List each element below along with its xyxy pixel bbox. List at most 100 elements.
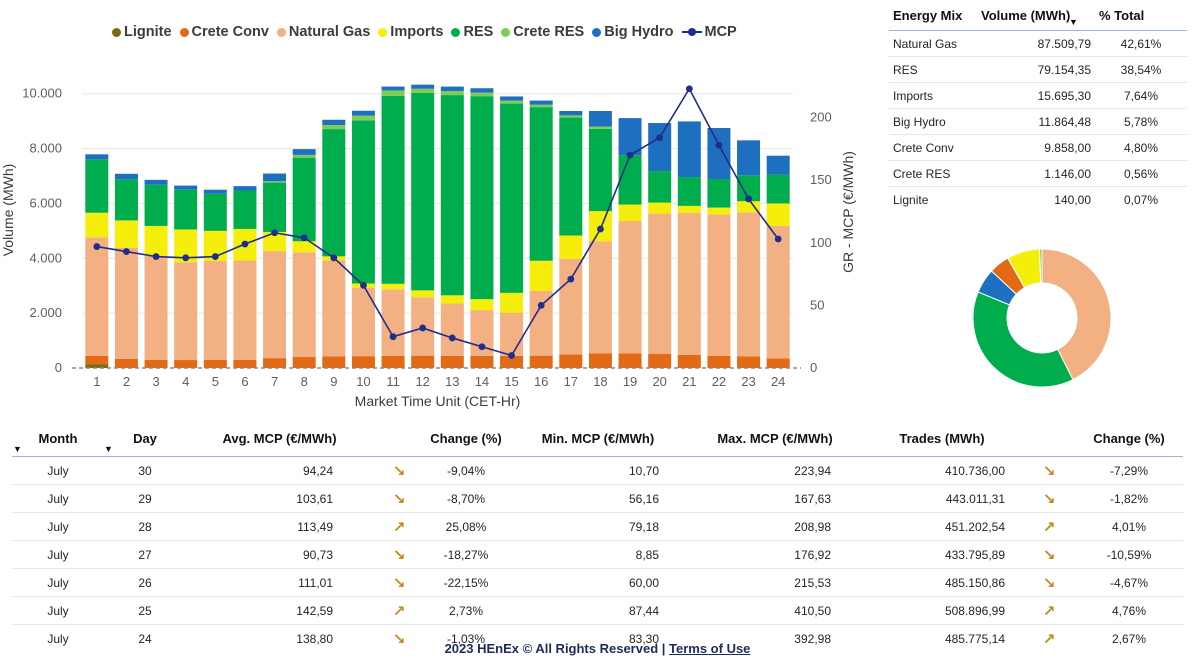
y2-tick-label: 0 — [810, 360, 817, 375]
bar-segment — [411, 355, 435, 368]
bar-segment — [85, 159, 109, 213]
daily-cell-month: July — [12, 568, 104, 597]
bar-segment — [737, 201, 761, 213]
header-day[interactable]: Day ▼ — [104, 431, 157, 454]
legend-label: MCP — [704, 24, 737, 40]
bar-segment — [203, 261, 227, 360]
daily-cell-change: -22,15% — [425, 568, 507, 597]
legend-item[interactable]: Natural Gas — [276, 24, 370, 40]
x-tick-label: 10 — [356, 374, 370, 389]
legend-dot-marker — [179, 27, 189, 37]
header-month[interactable]: Month ▼ — [13, 431, 78, 454]
bar-segment — [233, 186, 257, 191]
bar-segment — [322, 129, 346, 257]
terms-of-use-link[interactable]: Terms of Use — [669, 641, 751, 656]
header-pct-total[interactable]: % Total — [1099, 7, 1145, 23]
daily-cell-day: 28 — [104, 512, 186, 541]
mix-cell-pct: 38,54% — [1095, 56, 1187, 83]
legend-item[interactable]: Imports — [378, 24, 443, 40]
bar-segment — [322, 124, 346, 130]
header-avg-mcp[interactable]: Avg. MCP (€/MWh) — [222, 431, 337, 446]
bar-segment — [766, 225, 790, 359]
mix-cell-pct: 4,80% — [1095, 134, 1187, 161]
footer-copyright: 2023 HEnEx © All Rights Reserved | — [444, 641, 670, 656]
mcp-point — [508, 352, 515, 359]
bar-segment — [263, 173, 287, 182]
legend-item[interactable]: Crete Conv — [179, 24, 269, 40]
bar-segment — [707, 128, 731, 180]
y-axis-title: Volume (MWh) — [0, 164, 16, 257]
bar-segment — [559, 117, 583, 236]
bar-segment — [144, 179, 168, 185]
legend-item[interactable]: MCP — [681, 24, 737, 40]
bar-segment — [559, 258, 583, 355]
mcp-point — [626, 151, 634, 159]
mcp-point — [389, 333, 397, 341]
trend-up-icon: ↗ — [1042, 630, 1056, 648]
bar-segment — [144, 184, 168, 226]
mix-cell-mix: Natural Gas — [889, 30, 977, 57]
mcp-line — [96, 87, 779, 357]
bar-segment — [500, 312, 524, 356]
bar-segment — [529, 260, 553, 291]
header-volume[interactable]: Volume (MWh) ▼ — [981, 7, 1078, 28]
day-dropdown-icon[interactable]: ▼ — [104, 444, 113, 454]
bar-segment — [351, 120, 375, 284]
bar-segment — [440, 295, 464, 304]
daily-cell-change: -8,70% — [425, 484, 507, 513]
mcp-point — [271, 229, 278, 237]
bar-segment — [411, 92, 435, 291]
bar-segment — [707, 179, 731, 208]
daily-cell-trades: 410.736,00 — [861, 456, 1023, 485]
header-max-mcp[interactable]: Max. MCP (€/MWh) — [717, 431, 833, 446]
x-tick-label: 23 — [741, 374, 755, 389]
bar-segment — [292, 252, 316, 358]
legend-label: Crete Conv — [191, 24, 269, 40]
header-change2[interactable]: Change (%) — [1093, 431, 1165, 446]
daily-cell-trades: 443.011,31 — [861, 484, 1023, 513]
legend-item[interactable]: Lignite — [112, 24, 172, 40]
bar-segment — [203, 359, 227, 368]
bar-segment — [500, 96, 524, 101]
mix-cell-volume: 11.864,48 — [977, 108, 1095, 135]
daily-cell-trades: 485.775,14 — [944, 631, 1005, 646]
header-energy-mix[interactable]: Energy Mix — [893, 7, 963, 23]
bar-segment — [440, 303, 464, 356]
y-tick-label: 4.000 — [29, 250, 62, 265]
bar-segment — [85, 355, 109, 365]
energy-mix-table: Energy Mix Volume (MWh) ▼ % Total Natura… — [889, 0, 1187, 212]
x-tick-label: 2 — [123, 374, 130, 389]
bar-segment — [114, 173, 138, 180]
table-row: July 29 103,61 ↘ -8,70% 56,16 167,63 443.011,31… — [12, 484, 1183, 513]
bar-segment — [737, 212, 761, 357]
bar-segment — [677, 212, 701, 355]
bar-segment — [677, 177, 701, 206]
bar-segment — [559, 110, 583, 116]
daily-cell-month: July — [12, 456, 104, 485]
bar-segment — [233, 190, 257, 229]
daily-cell-day: 29 — [104, 484, 186, 513]
header-change-label[interactable]: Change (%) — [430, 431, 502, 446]
header-min-mcp[interactable]: Min. MCP (€/MWh) — [541, 431, 655, 446]
bar-segment — [144, 256, 168, 360]
bar-segment — [677, 121, 701, 178]
bar-segment — [766, 155, 790, 175]
header-trades[interactable]: Trades (MWh) — [899, 431, 985, 446]
header-change[interactable] — [373, 421, 425, 457]
month-dropdown-icon[interactable]: ▼ — [13, 444, 22, 454]
mix-cell-pct: 42,61% — [1095, 30, 1187, 57]
bar-segment — [470, 92, 494, 97]
bar-segment — [588, 353, 612, 368]
y2-axis-title: GR - MCP (€/MWh) — [840, 151, 856, 273]
bar-segment — [618, 118, 642, 156]
x-tick-label: 17 — [564, 374, 578, 389]
sort-descending-icon[interactable]: ▼ — [1069, 17, 1078, 27]
daily-cell-month: July — [12, 512, 104, 541]
bar-segment — [174, 189, 198, 230]
legend-item[interactable]: Crete RES — [501, 24, 584, 40]
y-tick-label: 2.000 — [29, 305, 62, 320]
daily-cell-avg: 113,49 — [186, 512, 373, 541]
legend-item[interactable]: Big Hydro — [592, 24, 674, 40]
mix-cell-mix: Crete Conv — [889, 134, 977, 161]
legend-item[interactable]: RES — [451, 24, 493, 40]
